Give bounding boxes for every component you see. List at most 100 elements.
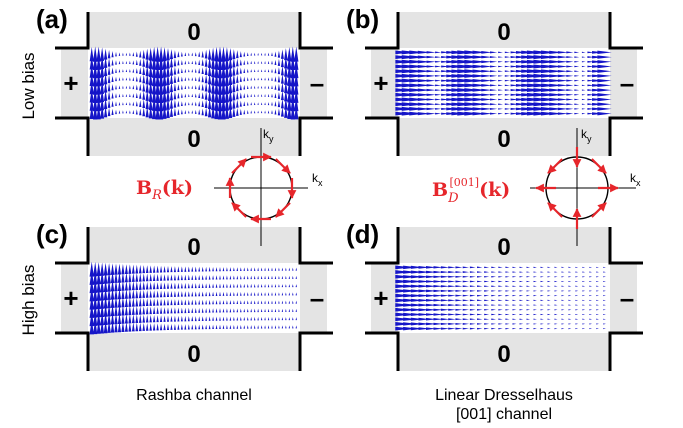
panel-d: 0 0 + – (365, 227, 643, 371)
vector-arrow (533, 295, 537, 297)
vector-arrow (93, 79, 98, 95)
vector-arrow (114, 304, 118, 316)
vector-arrow (582, 318, 586, 320)
vector-arrow (201, 50, 204, 58)
vector-arrow (166, 81, 170, 94)
vector-arrow (267, 93, 270, 97)
vector-arrow (132, 68, 135, 73)
vector-arrow (232, 106, 236, 117)
vector-arrow (135, 109, 138, 115)
vector-arrow (510, 103, 519, 106)
vector-arrow (177, 266, 180, 272)
vector-arrow (596, 271, 599, 273)
vector-arrow (549, 79, 563, 83)
vector-arrow (417, 74, 431, 78)
vector-arrow (224, 55, 229, 70)
vector-arrow (131, 322, 135, 332)
vector-arrow (410, 312, 424, 317)
ky-label: ky (263, 127, 274, 144)
vector-arrow (243, 292, 246, 296)
vector-arrow (243, 60, 246, 65)
vector-arrow (477, 318, 483, 321)
vector-arrow (287, 47, 292, 62)
vector-arrow (117, 288, 122, 300)
vector-arrow (426, 299, 437, 302)
vector-arrow (107, 99, 111, 108)
vector-arrow (568, 299, 572, 301)
vector-arrow (582, 309, 586, 311)
vector-arrow (107, 296, 111, 309)
vector-arrow (597, 74, 612, 78)
vector-arrow (107, 82, 111, 92)
vector-arrow (587, 75, 594, 77)
vector-arrow (149, 281, 152, 290)
vector-arrow (484, 266, 490, 269)
vector-arrow (135, 101, 138, 107)
vector-arrow (557, 88, 569, 92)
vector-arrow (426, 284, 437, 288)
vector-arrow (198, 76, 201, 82)
vector-arrow (224, 104, 229, 119)
vector-arrow (96, 286, 101, 301)
vector-arrow (246, 308, 249, 313)
vector-arrow (435, 84, 442, 87)
vector-arrow (253, 283, 256, 288)
vector-arrow (219, 308, 221, 313)
vector-arrow (214, 46, 219, 62)
vector-arrow (128, 322, 132, 332)
vector-arrow (561, 309, 565, 311)
vector-arrow (180, 68, 183, 73)
vector-arrow (418, 303, 431, 307)
vector-arrow (440, 280, 450, 283)
vector-arrow (455, 308, 463, 311)
vector-arrow (96, 311, 101, 326)
vector-arrow (107, 58, 111, 67)
vector-arrow (581, 51, 586, 53)
vector-arrow (498, 94, 503, 96)
vector-arrow (170, 266, 173, 273)
panel-label-a: (a) (36, 4, 68, 34)
vector-arrow (103, 271, 108, 284)
vector-arrow (149, 323, 152, 331)
vector-arrow (284, 56, 288, 69)
vector-arrow (603, 280, 606, 283)
vector-arrow (177, 75, 180, 82)
vector-arrow (448, 280, 456, 283)
vector-arrow (194, 68, 197, 73)
vector-arrow (96, 262, 101, 277)
vector-arrow (214, 96, 219, 111)
vector-arrow (207, 106, 212, 118)
vector-arrow (169, 98, 174, 109)
vector-arrow (519, 299, 524, 301)
vector-arrow (152, 88, 157, 103)
vector-arrow (207, 73, 212, 85)
vector-arrow (581, 84, 586, 86)
vector-arrow (597, 111, 612, 116)
vector-arrow (159, 298, 163, 306)
vector-arrow (547, 299, 551, 301)
vector-arrow (107, 271, 111, 284)
vector-arrow (191, 101, 193, 106)
vector-arrow (271, 275, 273, 279)
vector-arrow (462, 323, 470, 325)
vector-arrow (187, 324, 190, 330)
vector-arrow (145, 314, 149, 323)
vector-arrow (142, 322, 146, 331)
vector-arrow (142, 49, 146, 59)
vector-arrow (561, 304, 565, 306)
vector-arrow (187, 274, 190, 280)
vector-arrow (166, 105, 170, 118)
vector-arrow (285, 284, 287, 288)
vector-arrow (441, 56, 450, 59)
vector-arrow (574, 75, 580, 77)
vector-arrow (554, 276, 558, 278)
vector-arrow (253, 316, 256, 321)
vector-arrow (191, 307, 194, 313)
vector-arrow (441, 84, 450, 87)
vector-arrow (125, 93, 128, 97)
vector-arrow (246, 283, 249, 288)
vector-arrow (533, 290, 537, 292)
vector-arrow (250, 300, 252, 304)
vector-arrow (287, 88, 292, 103)
vector-arrow (240, 275, 242, 280)
